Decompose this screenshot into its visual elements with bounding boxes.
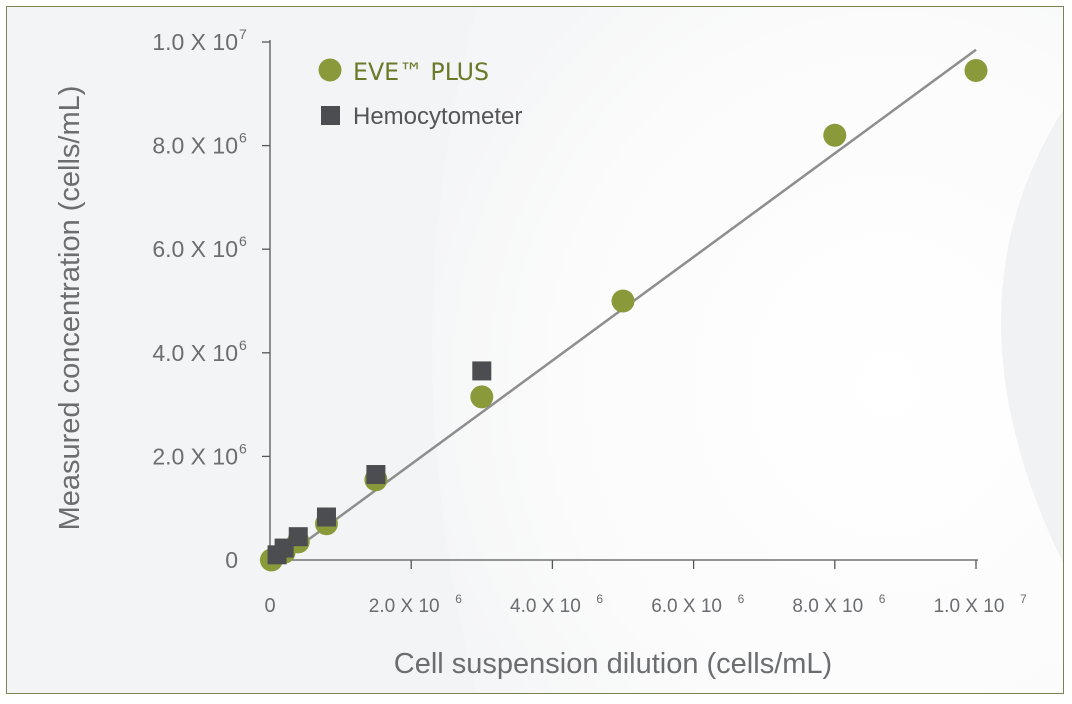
y-tick-label: 8.0 X 10 [152,133,238,159]
data-point-eve-plus [823,123,847,147]
data-point-hemocytometer [288,527,308,547]
data-point-hemocytometer [366,465,386,485]
legend-label-eve-plus: EVE™ PLUS [353,58,489,86]
points-layer [259,58,988,572]
x-tick-label: 2.0 X 10 [369,596,440,617]
x-tick-exponent: 6 [455,592,462,606]
y-tick-exponent: 6 [239,130,247,146]
data-point-hemocytometer [472,361,492,381]
y-axis-title: Measured concentration (cells/mL) [54,86,86,531]
legend-label-hemocytometer: Hemocytometer [353,103,522,130]
x-tick-label: 1.0 X 10 [934,596,1005,617]
chart-frame: 0 2.0 X 10 6 4.0 X 10 6 6.0 X 10 6 8.0 X 10 6 1.0… [6,6,1064,694]
x-tick-exponent: 6 [738,592,745,606]
x-axis-title: Cell suspension dilution (cells/mL) [394,648,832,680]
data-point-hemocytometer [316,507,336,527]
x-tick-exponent: 6 [879,592,886,606]
x-tick-exponent: 7 [1020,592,1027,606]
y-tick-label: 6.0 X 10 [152,236,238,262]
x-tick-label: 0 [264,595,275,617]
x-tick-label: 6.0 X 10 [651,596,722,617]
data-point-eve-plus [964,58,988,82]
data-point-eve-plus [470,385,494,409]
x-tick-label: 4.0 X 10 [510,596,581,617]
y-tick-exponent: 6 [239,440,247,456]
y-tick-label: 2.0 X 10 [152,443,238,469]
y-tick-exponent: 6 [239,337,247,353]
legend-marker-hemocytometer [321,106,340,125]
scatter-chart: 02.0 X 10 64.0 X 10 66.0 X 10 68.0 X 10 61.0… [7,7,1063,693]
y-tick-exponent: 7 [239,26,247,42]
x-tick-exponent: 6 [596,592,603,606]
axis-titles: Cell suspension dilution (cells/mL) Measu… [54,86,832,680]
y-tick-label: 0 [225,547,238,573]
x-tick-label: 8.0 X 10 [792,596,863,617]
y-tick-label: 4.0 X 10 [152,340,238,366]
chart-background [7,7,1063,693]
legend-marker-eve-plus [318,58,342,82]
y-tick-exponent: 6 [239,233,247,249]
legend: EVE™ PLUS Hemocytometer [318,58,522,130]
y-tick-label: 1.0 X 10 [152,29,238,55]
axes: 02.0 X 10 64.0 X 10 66.0 X 10 68.0 X 10 61.0… [152,26,1027,617]
data-point-eve-plus [611,289,635,313]
